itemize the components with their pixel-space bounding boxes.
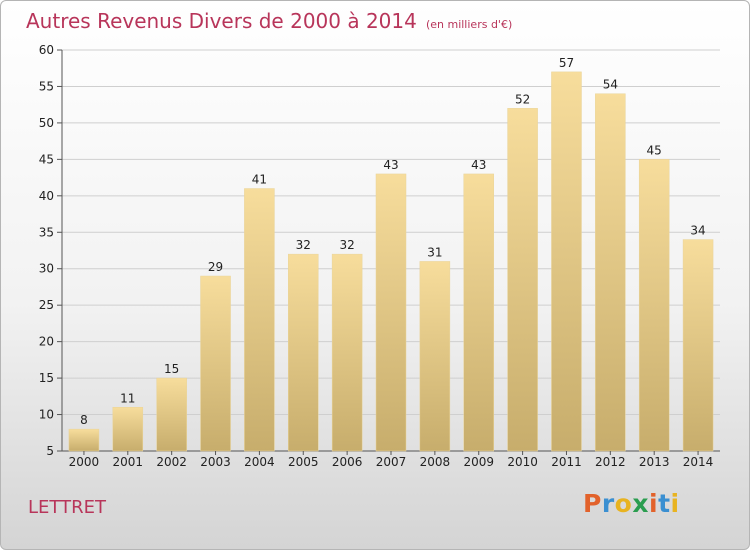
x-tick-label: 2007 — [376, 455, 407, 469]
chart-title-text: Autres Revenus Divers de 2000 à 2014 — [26, 9, 417, 33]
bar — [551, 71, 582, 452]
x-tick-label: 2005 — [288, 455, 319, 469]
value-label: 41 — [252, 173, 267, 187]
value-label: 8 — [80, 413, 88, 427]
proxiti-logo[interactable]: Proxiti — [583, 489, 680, 518]
logo-letter: r — [601, 489, 615, 518]
y-tick-label: 55 — [39, 79, 54, 93]
commune-name: LETTRET — [28, 497, 106, 518]
chart-title: Autres Revenus Divers de 2000 à 2014 (en… — [26, 9, 512, 33]
bar — [682, 239, 714, 452]
bar — [375, 173, 407, 452]
x-tick-label: 2006 — [332, 455, 363, 469]
bar — [288, 253, 319, 452]
value-label: 45 — [647, 143, 662, 157]
logo-letter: i — [670, 489, 680, 518]
y-tick-label: 10 — [39, 408, 54, 422]
logo-letter: x — [632, 489, 649, 518]
value-label: 54 — [603, 78, 618, 92]
bar — [463, 173, 494, 452]
logo-letter: o — [614, 489, 633, 518]
y-tick-label: 5 — [46, 444, 54, 458]
bar — [419, 261, 451, 452]
x-tick-label: 2010 — [507, 455, 538, 469]
value-label: 15 — [164, 362, 179, 376]
logo-letter: t — [658, 489, 671, 518]
value-label: 32 — [296, 238, 311, 252]
x-tick-label: 2009 — [463, 455, 494, 469]
x-tick-label: 2008 — [420, 455, 451, 469]
y-tick-label: 20 — [39, 335, 54, 349]
x-tick-label: 2013 — [639, 455, 670, 469]
bar — [507, 108, 538, 452]
value-label: 29 — [208, 260, 223, 274]
y-tick-label: 40 — [39, 189, 54, 203]
y-tick-label: 50 — [39, 116, 54, 130]
y-tick-label: 25 — [39, 298, 54, 312]
y-tick-label: 30 — [39, 262, 54, 276]
value-label: 32 — [339, 238, 354, 252]
value-label: 52 — [515, 92, 530, 106]
y-tick-label: 45 — [39, 152, 54, 166]
y-tick-label: 60 — [39, 43, 54, 57]
logo-letter: P — [583, 489, 602, 518]
x-tick-label: 2012 — [595, 455, 626, 469]
bar — [200, 275, 231, 452]
bar — [68, 428, 100, 452]
x-tick-label: 2001 — [113, 455, 144, 469]
value-label: 11 — [120, 391, 135, 405]
value-label: 57 — [559, 56, 574, 70]
value-label: 43 — [383, 158, 398, 172]
bar — [112, 407, 144, 452]
chart-unit-note: (en milliers d'€) — [425, 18, 513, 31]
y-tick-label: 35 — [39, 225, 54, 239]
logo-letter: i — [649, 489, 659, 518]
x-tick-label: 2011 — [551, 455, 582, 469]
bar — [595, 93, 626, 452]
value-label: 43 — [471, 158, 486, 172]
x-tick-label: 2000 — [69, 455, 100, 469]
x-tick-label: 2003 — [200, 455, 231, 469]
bar — [244, 188, 275, 452]
bar — [331, 253, 363, 452]
x-tick-label: 2014 — [683, 455, 714, 469]
x-tick-label: 2002 — [156, 455, 187, 469]
value-label: 34 — [690, 224, 705, 238]
bar — [156, 377, 187, 452]
bar — [638, 159, 670, 452]
x-tick-label: 2004 — [244, 455, 275, 469]
value-label: 31 — [427, 245, 442, 259]
y-tick-label: 15 — [39, 371, 54, 385]
